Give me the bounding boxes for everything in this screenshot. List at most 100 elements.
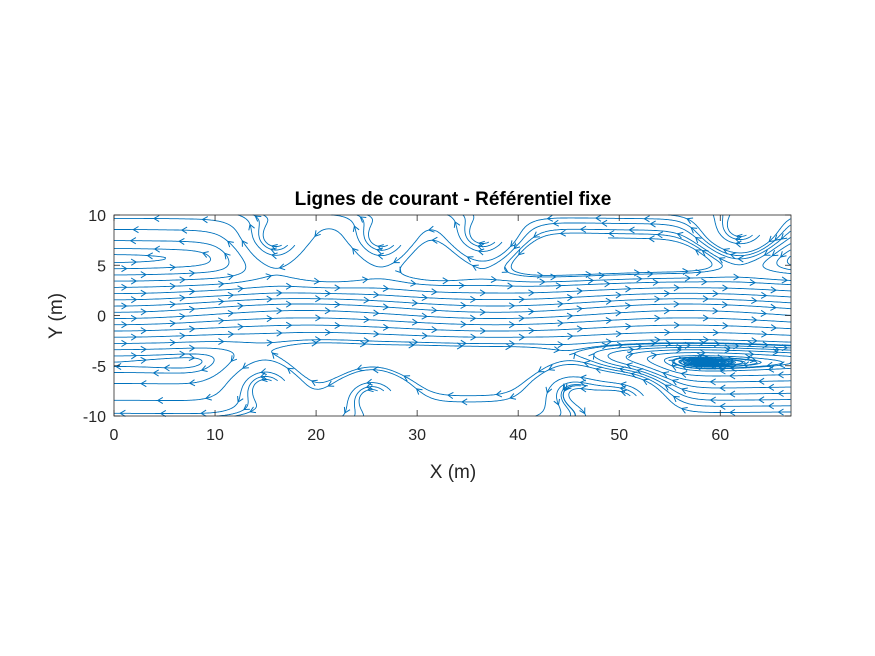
streamline (237, 214, 296, 256)
streamline-arrow (553, 346, 561, 354)
streamline-arrow (230, 355, 238, 363)
streamline (114, 274, 792, 288)
streamline-arrow (217, 317, 225, 325)
x-tick-label: 10 (206, 427, 224, 444)
streamline-arrow (227, 273, 235, 281)
streamline-arrow (751, 316, 758, 324)
streamline-arrow (121, 265, 128, 273)
streamline-arrow (654, 336, 661, 344)
streamline-arrow (585, 270, 592, 279)
streamline-arrow (169, 282, 177, 290)
streamline-arrow (605, 297, 613, 305)
streamline-arrow (563, 384, 570, 392)
streamline-arrow (673, 300, 680, 308)
streamline-arrow (546, 214, 554, 222)
streamline-arrow (421, 332, 429, 340)
streamline-arrow (703, 360, 710, 368)
streamline-arrow (528, 327, 535, 335)
streamline-arrow (714, 340, 721, 348)
streamline-arrow (359, 340, 367, 348)
streamline-arrow (698, 360, 706, 368)
streamline-arrow (130, 296, 138, 304)
streamline-arrow (712, 329, 720, 337)
streamline-arrow (180, 226, 188, 234)
streamline-arrow (682, 357, 690, 365)
streamline-arrow (694, 249, 702, 256)
streamline-arrow (654, 314, 661, 322)
streamline (399, 222, 791, 283)
streamline (786, 255, 792, 266)
streamline-arrow (722, 322, 729, 330)
streamline-arrow (625, 285, 632, 293)
streamline-arrow (479, 327, 487, 335)
streamline-arrow (583, 360, 591, 368)
x-tick-label: 20 (307, 427, 325, 444)
streamline-arrow (163, 364, 170, 372)
streamline-arrow (153, 215, 160, 223)
streamline-arrow (411, 299, 419, 307)
streamline-arrow (712, 290, 719, 298)
streamline-arrow (733, 273, 740, 281)
streamline-arrow (648, 235, 655, 243)
streamline-arrow (334, 321, 341, 330)
streamline-arrow (408, 341, 415, 349)
streamline-arrow (676, 343, 683, 352)
streamline (114, 254, 167, 263)
streamline-arrow (248, 223, 255, 231)
streamline-arrow (760, 309, 768, 317)
streamline-arrow (579, 379, 587, 387)
streamline-arrow (528, 308, 535, 316)
streamline-arrow (605, 338, 613, 346)
streamline-arrow (132, 226, 139, 234)
streamline-arrow (656, 231, 664, 239)
streamline-arrow (768, 235, 776, 243)
streamline-arrow (559, 229, 567, 237)
streamline-arrow (266, 339, 274, 347)
streamline-arrow (747, 350, 755, 358)
streamline (114, 339, 792, 346)
streamline-arrow (313, 277, 321, 285)
streamline-arrow (461, 398, 468, 406)
streamline-arrow (130, 258, 138, 266)
streamline-arrow (681, 364, 689, 372)
streamline-arrow (579, 225, 587, 233)
streamline-arrow (218, 337, 225, 346)
streamline-arrow (778, 361, 786, 369)
streamline-arrow (773, 345, 780, 353)
streamline-arrow (532, 231, 540, 238)
streamline-arrow (728, 408, 736, 416)
streamline-arrow (650, 339, 657, 347)
streamline-arrow (722, 284, 729, 292)
streamline-arrow (200, 365, 208, 372)
streamline (762, 243, 792, 275)
streamline-arrow (772, 348, 779, 356)
streamline-arrow (372, 309, 380, 317)
streamline-arrow (735, 240, 742, 248)
x-tick-label: 40 (509, 427, 527, 444)
streamline-arrow (278, 263, 286, 271)
streamline-arrow (460, 320, 467, 328)
streamline-arrow (553, 398, 560, 406)
streamline-arrow (664, 384, 672, 391)
x-axis: 0 10 20 30 40 50 60 (110, 215, 729, 444)
streamline-arrow (555, 282, 563, 290)
streamline-arrow (324, 307, 332, 315)
streamline-arrow (737, 255, 744, 263)
streamline-arrow (760, 291, 768, 299)
streamline (356, 214, 395, 251)
streamline (504, 228, 791, 278)
streamline-arrow (636, 343, 643, 351)
streamline-arrow (663, 289, 671, 298)
streamline-arrow (411, 338, 419, 346)
streamline-arrow (270, 252, 278, 260)
streamline-arrow (719, 384, 726, 392)
streamline-arrow (431, 236, 438, 244)
streamline-arrow (580, 385, 587, 393)
streamline-arrow (334, 284, 341, 292)
streamline-arrow (310, 379, 318, 387)
streamline-arrow (259, 372, 267, 380)
streamline-arrow (227, 309, 235, 317)
streamline-arrow (616, 341, 624, 349)
streamline-arrow (557, 300, 564, 308)
streamline-arrows (115, 214, 789, 418)
